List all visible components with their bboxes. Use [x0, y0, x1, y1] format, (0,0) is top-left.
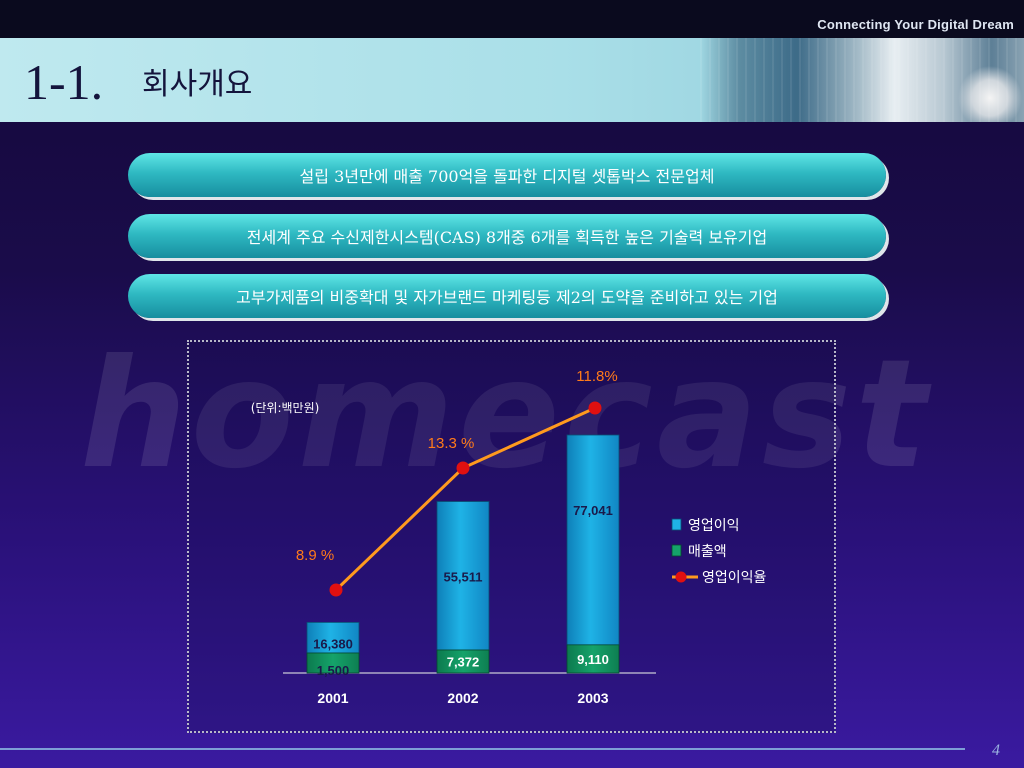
- label-sales-2003: 77,041: [573, 503, 613, 518]
- rate-point-2003: [588, 401, 602, 415]
- page-number: 4: [992, 742, 1000, 759]
- top-bar: Connecting Your Digital Dream: [0, 0, 1024, 38]
- bar-profit-2003: [566, 644, 620, 674]
- label-rate-2001: 8.9 %: [296, 547, 334, 564]
- footer-divider: [0, 748, 965, 750]
- label-sales-2001: 16,380: [313, 636, 353, 651]
- rate-point-2002: [456, 461, 470, 475]
- label-profit-2002: 7,372: [447, 655, 480, 670]
- bar-sales-2001: [306, 621, 360, 654]
- legend-label-sales: 영업이익: [688, 518, 740, 534]
- highlight-pill-2: 전세계 주요 수신제한시스템(CAS) 8개중 6개를 획득한 높은 기술력 보…: [128, 214, 886, 258]
- highlight-pill-3: 고부가제품의 비중확대 및 자가브랜드 마케팅등 제2의 도약을 준비하고 있는…: [128, 274, 886, 318]
- label-profit-2003: 9,110: [577, 652, 609, 667]
- label-rate-2003: 11.8%: [576, 368, 617, 385]
- section-number: 1-1.: [24, 54, 104, 110]
- header-photo-collage: [700, 38, 1024, 122]
- bar-sales-2003: [566, 434, 620, 646]
- legend-swatch-rate-marker: [675, 571, 687, 583]
- chart-frame: [187, 340, 836, 733]
- homecast-watermark-logo: homecast: [80, 328, 931, 502]
- page-title: 회사개요: [142, 67, 253, 102]
- x-tick-2002: 2002: [447, 690, 478, 706]
- x-tick-2001: 2001: [317, 690, 348, 706]
- highlight-pill-1: 설립 3년만에 매출 700억을 돌파한 디지털 셋톱박스 전문업체: [128, 153, 886, 197]
- bar-profit-2002: [436, 649, 490, 674]
- legend-swatch-sales: [671, 518, 682, 531]
- slogan: Connecting Your Digital Dream: [817, 17, 1014, 32]
- x-tick-2003: 2003: [577, 690, 608, 706]
- label-rate-2002: 13.3 %: [428, 435, 475, 452]
- legend-swatch-profit: [671, 544, 682, 557]
- rate-point-2001: [329, 583, 343, 597]
- label-sales-2002: 55,511: [443, 570, 482, 585]
- bar-profit-2001: [306, 652, 360, 674]
- label-profit-2001: 1,500: [317, 663, 350, 678]
- bar-sales-2002: [436, 501, 490, 651]
- legend-label-profit: 매출액: [688, 544, 727, 560]
- unit-note: (단위:백만원): [251, 401, 320, 415]
- legend-label-rate: 영업이익율: [702, 570, 767, 586]
